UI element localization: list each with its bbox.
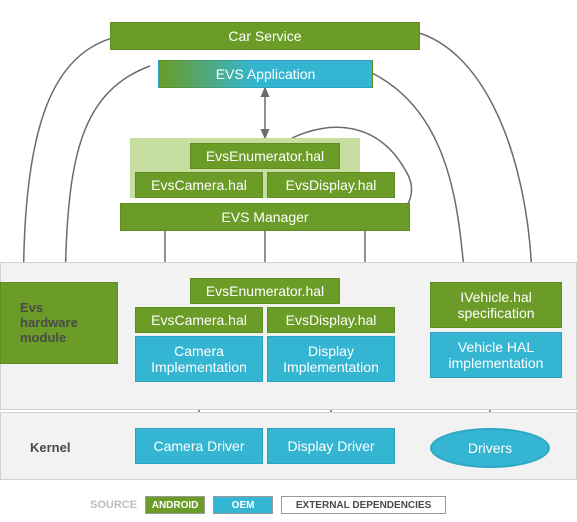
legend-text-0: ANDROID <box>152 500 199 511</box>
evs-hw-module-label: Evs hardware module <box>20 300 78 345</box>
cam-impl-label: Camera Implementation <box>136 343 262 375</box>
evs-enum-top-label: EvsEnumerator.hal <box>202 148 328 164</box>
cam-driver: Camera Driver <box>135 428 263 464</box>
legend-swatch-1: OEM <box>213 496 273 514</box>
evs-app: EVS Application <box>158 60 373 88</box>
evs-cam-hw-label: EvsCamera.hal <box>147 312 251 328</box>
vhal-impl-label: Vehicle HAL implementation <box>431 339 561 371</box>
evs-cam-hw: EvsCamera.hal <box>135 307 263 333</box>
vhal-impl: Vehicle HAL implementation <box>430 332 562 378</box>
evs-app-label: EVS Application <box>212 66 320 82</box>
drivers: Drivers <box>430 428 550 468</box>
evs-cam-top: EvsCamera.hal <box>135 172 263 198</box>
disp-driver: Display Driver <box>267 428 395 464</box>
evs-architecture-diagram: Car Service EVS Application EvsEnumerator.… <box>0 0 577 522</box>
legend-text-2: EXTERNAL DEPENDENCIES <box>296 500 431 511</box>
evs-enum-hw: EvsEnumerator.hal <box>190 278 340 304</box>
evs-disp-hw-label: EvsDisplay.hal <box>282 312 381 328</box>
legend-text-1: OEM <box>232 500 255 511</box>
legend-swatch-0: ANDROID <box>145 496 205 514</box>
evs-disp-top-label: EvsDisplay.hal <box>282 177 381 193</box>
evs-cam-top-label: EvsCamera.hal <box>147 177 251 193</box>
ivehicle-label: IVehicle.hal specification <box>431 289 561 321</box>
evs-enum-hw-label: EvsEnumerator.hal <box>202 283 328 299</box>
disp-driver-label: Display Driver <box>283 438 378 454</box>
kernel-label: Kernel <box>30 440 70 455</box>
disp-impl: Display Implementation <box>267 336 395 382</box>
car-service-label: Car Service <box>224 28 305 44</box>
legend-swatch-2: EXTERNAL DEPENDENCIES <box>281 496 446 514</box>
evs-disp-top: EvsDisplay.hal <box>267 172 395 198</box>
car-service: Car Service <box>110 22 420 50</box>
cam-driver-label: Camera Driver <box>149 438 248 454</box>
cam-impl: Camera Implementation <box>135 336 263 382</box>
disp-impl-label: Display Implementation <box>268 343 394 375</box>
evs-enum-top: EvsEnumerator.hal <box>190 143 340 169</box>
evs-manager: EVS Manager <box>120 203 410 231</box>
drivers-label: Drivers <box>464 440 516 456</box>
evs-disp-hw: EvsDisplay.hal <box>267 307 395 333</box>
ivehicle: IVehicle.hal specification <box>430 282 562 328</box>
evs-manager-label: EVS Manager <box>217 209 312 225</box>
legend-source-label: SOURCE <box>90 499 137 511</box>
legend: SOURCE ANDROID OEM EXTERNAL DEPENDENCIES <box>90 496 446 514</box>
